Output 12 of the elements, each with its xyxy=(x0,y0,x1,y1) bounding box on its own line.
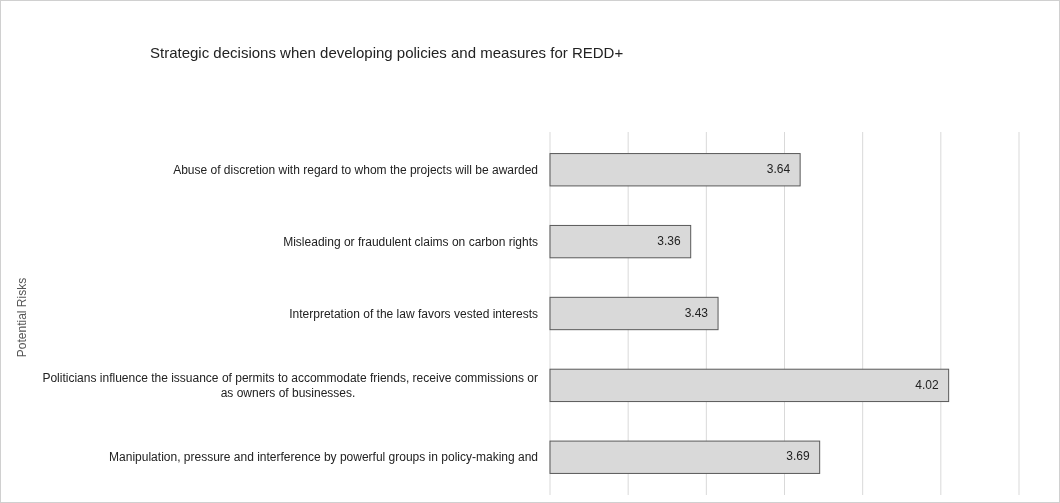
y-tick-label: Misleading or fraudulent claims on carbon rights xyxy=(283,234,538,249)
y-tick-label: Abuse of discretion with regard to whom the projects will be awarded xyxy=(173,162,538,177)
y-tick-label: Interpretation of the law favors vested interests xyxy=(289,306,538,321)
data-label: 3.36 xyxy=(657,233,682,248)
y-axis-title: Potential Risks xyxy=(15,277,29,358)
data-label: 3.69 xyxy=(786,449,810,464)
data-label: 3.64 xyxy=(766,161,791,176)
y-tick-label: Manipulation, pressure and interference by powerful groups in policy-making and xyxy=(109,450,538,465)
text: Strategic decisions when developing policies and measures for REDD+ xyxy=(150,44,624,61)
data-label: 4.02 xyxy=(915,377,939,392)
data-label: 3.43 xyxy=(684,305,709,320)
y-tick-label: Politicians influence the issuance of permits to accommodate friends, receive commissions or as owners of businesses. xyxy=(42,371,538,401)
